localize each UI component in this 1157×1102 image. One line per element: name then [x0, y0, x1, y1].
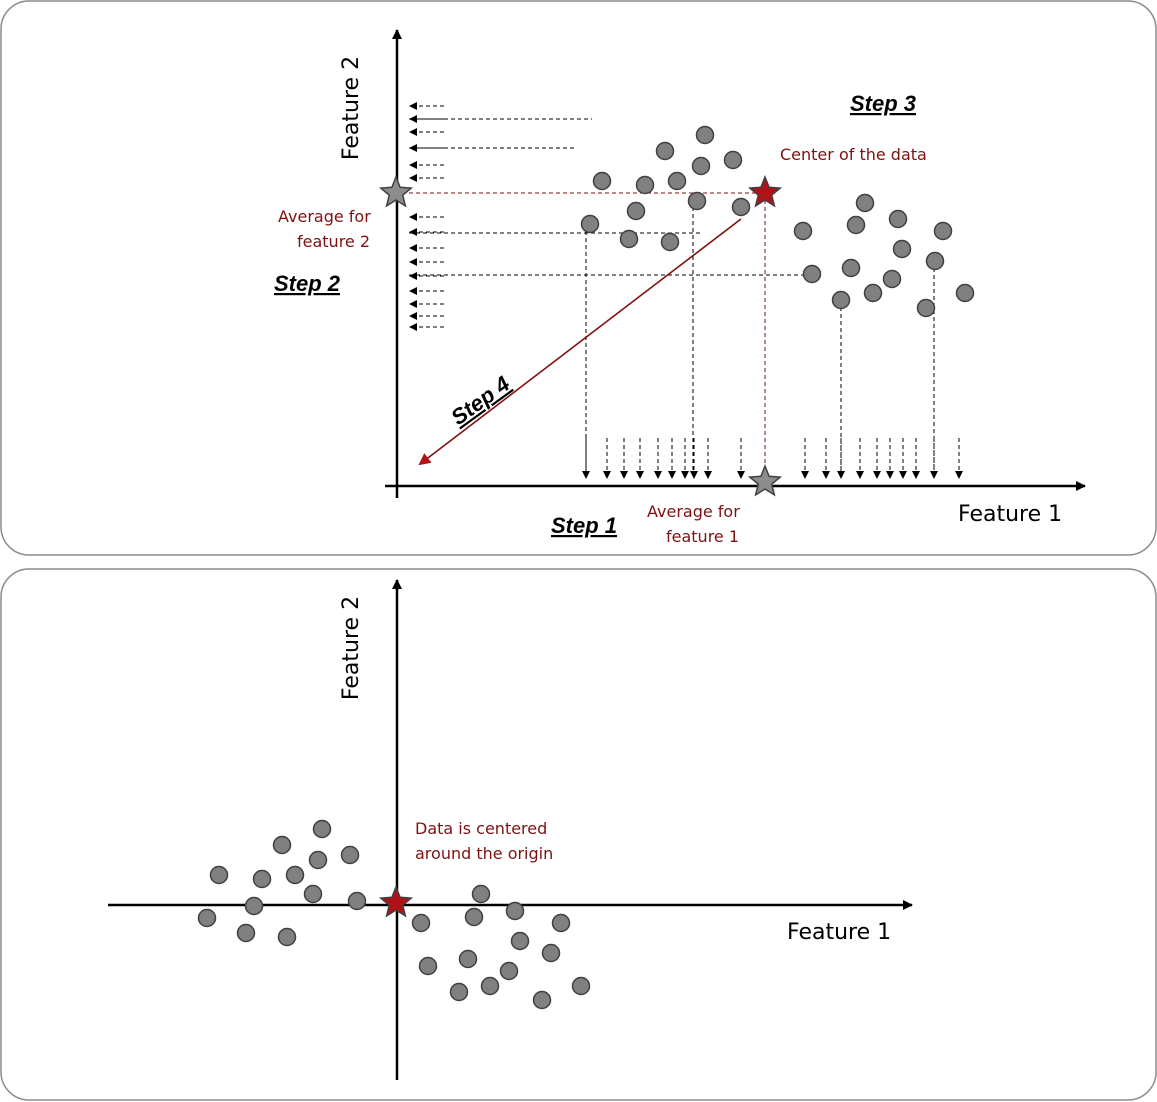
- top-x-axis-label: Feature 1: [958, 502, 1062, 527]
- data-point: [687, 191, 707, 211]
- data-point: [660, 232, 680, 252]
- data-point: [925, 251, 945, 271]
- data-point: [863, 283, 883, 303]
- data-point: [464, 907, 484, 927]
- feature2-average-star-icon: [378, 174, 414, 208]
- data-point: [933, 221, 953, 241]
- data-point: [277, 927, 297, 947]
- data-point: [731, 197, 751, 217]
- step2-label: Step 2: [274, 271, 341, 296]
- data-point: [449, 982, 469, 1002]
- data-point: [312, 819, 332, 839]
- data-point: [892, 239, 912, 259]
- step1-label: Step 1: [551, 513, 617, 538]
- data-point: [855, 193, 875, 213]
- step4-arrow: [418, 218, 742, 466]
- data-point: [480, 976, 500, 996]
- center-note: Center of the data: [780, 145, 927, 164]
- data-point: [695, 125, 715, 145]
- data-point: [505, 901, 525, 921]
- data-center-star-icon: [747, 174, 783, 208]
- data-point: [541, 943, 561, 963]
- data-point: [458, 949, 478, 969]
- bottom-y-axis-label: Feature 2: [339, 596, 364, 700]
- data-point: [236, 923, 256, 943]
- data-point: [272, 835, 292, 855]
- data-point: [626, 201, 646, 221]
- data-point: [841, 258, 861, 278]
- data-point: [340, 845, 360, 865]
- data-point: [209, 865, 229, 885]
- avg-feature1-note-line2: feature 1: [666, 527, 739, 546]
- data-point: [831, 290, 851, 310]
- data-point: [551, 913, 571, 933]
- top-panel: Feature 2 Feature 1 Step 3: [0, 0, 1157, 556]
- data-point: [471, 884, 491, 904]
- data-point: [418, 956, 438, 976]
- data-point: [303, 884, 323, 904]
- data-point: [411, 913, 431, 933]
- bottom-data-points: [197, 819, 591, 1010]
- data-point: [802, 264, 822, 284]
- data-point: [955, 283, 975, 303]
- feature1-average-star-icon: [747, 463, 783, 497]
- data-point: [308, 850, 328, 870]
- data-point: [846, 215, 866, 235]
- bottom-x-axis-label: Feature 1: [787, 920, 891, 945]
- data-point: [580, 214, 600, 234]
- bottom-panel-frame: [0, 568, 1157, 1101]
- top-data-points: [580, 125, 975, 318]
- centered-note-line1: Data is centered: [415, 819, 547, 838]
- bottom-panel: Feature 2 Feature 1 Data is centered aro…: [0, 568, 1157, 1101]
- avg-feature2-note-line2: feature 2: [297, 232, 370, 251]
- origin-star-icon: [378, 884, 414, 918]
- data-point: [691, 156, 711, 176]
- data-point: [347, 891, 367, 911]
- data-point: [592, 171, 612, 191]
- data-point: [916, 298, 936, 318]
- data-point: [667, 171, 687, 191]
- data-point: [499, 961, 519, 981]
- data-point: [285, 865, 305, 885]
- top-y-axis-label: Feature 2: [339, 56, 364, 160]
- data-point: [888, 209, 908, 229]
- centered-note-line2: around the origin: [415, 844, 553, 863]
- data-point: [252, 869, 272, 889]
- avg-feature2-note-line1: Average for: [278, 207, 371, 226]
- data-point: [197, 908, 217, 928]
- data-point: [882, 269, 902, 289]
- data-point: [655, 141, 675, 161]
- data-point: [723, 150, 743, 170]
- data-point: [571, 976, 591, 996]
- avg-feature1-note-line1: Average for: [647, 502, 740, 521]
- data-point: [244, 896, 264, 916]
- data-point: [510, 931, 530, 951]
- data-point: [532, 990, 552, 1010]
- data-point: [619, 229, 639, 249]
- y-projections: [409, 102, 444, 331]
- data-point: [793, 221, 813, 241]
- data-point: [635, 175, 655, 195]
- step3-label: Step 3: [850, 91, 916, 116]
- top-panel-frame: [0, 0, 1157, 556]
